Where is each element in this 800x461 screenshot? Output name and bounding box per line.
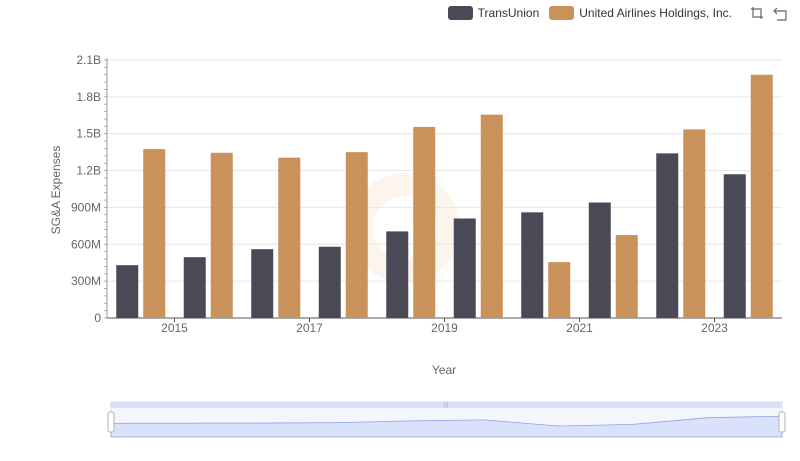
bar-united-2016[interactable] — [278, 157, 301, 318]
bar-united-2014[interactable] — [143, 149, 166, 318]
legend-swatch-transunion — [447, 6, 473, 20]
bar-united-2015[interactable] — [210, 152, 233, 318]
bar-transunion-2021[interactable] — [588, 202, 611, 318]
bar-transunion-2014[interactable] — [116, 265, 139, 318]
bar-united-2022[interactable] — [683, 129, 706, 318]
bar-united-2021[interactable] — [615, 235, 638, 318]
data-zoom-handle-left[interactable] — [107, 411, 115, 433]
y-tick-label: 0 — [94, 311, 101, 325]
bar-transunion-2016[interactable] — [251, 249, 274, 318]
y-tick-label: 600M — [71, 237, 101, 251]
x-tick-label: 2023 — [701, 321, 728, 335]
data-zoom-grip[interactable]: ||| — [444, 402, 449, 408]
x-tick-label: 2019 — [431, 321, 458, 335]
bar-united-2019[interactable] — [480, 114, 503, 319]
legend-label-united: United Airlines Holdings, Inc. — [579, 6, 732, 20]
y-tick-label: 2.1B — [76, 53, 101, 67]
legend-swatch-united — [549, 6, 575, 20]
grid — [107, 59, 782, 319]
restore-icon[interactable] — [772, 4, 790, 22]
bar-transunion-2022[interactable] — [656, 153, 679, 318]
data-zoom-handle-right[interactable] — [778, 411, 786, 433]
bar-united-2018[interactable] — [413, 126, 436, 318]
data-zoom-slider[interactable]: ||| — [107, 401, 786, 438]
bars — [116, 74, 773, 319]
bar-transunion-2020[interactable] — [521, 212, 544, 318]
legend-label-transunion: TransUnion — [477, 6, 540, 20]
y-tick-label: 1.8B — [76, 90, 101, 104]
legend-item-united[interactable]: United Airlines Holdings, Inc. — [549, 6, 732, 20]
axis-labels: 0 300M 600M 900M 1.2B 1.5B 1.8B 2.1B 2015 2017 201… — [71, 53, 728, 335]
legend-item-transunion[interactable]: TransUnion — [447, 6, 540, 20]
y-tick-label: 900M — [71, 200, 101, 214]
x-axis-label: Year — [432, 363, 456, 377]
legend: TransUnion United Airlines Holdings, Inc… — [447, 4, 790, 22]
bar-united-2017[interactable] — [345, 152, 368, 318]
x-tick-label: 2021 — [566, 321, 593, 335]
bar-transunion-2015[interactable] — [183, 257, 206, 318]
y-axis-label: SG&A Expenses — [49, 146, 63, 235]
y-tick-label: 300M — [71, 274, 101, 288]
bar-united-2020[interactable] — [548, 262, 571, 318]
x-tick-label: 2017 — [296, 321, 323, 335]
y-tick-label: 1.5B — [76, 127, 101, 141]
bar-transunion-2019[interactable] — [453, 218, 476, 318]
bar-transunion-2023[interactable] — [723, 174, 746, 318]
bar-united-2023[interactable] — [750, 74, 773, 318]
x-tick-label: 2015 — [161, 321, 188, 335]
bar-transunion-2017[interactable] — [318, 246, 341, 318]
bar-transunion-2018[interactable] — [386, 231, 409, 318]
data-zoom-preview — [110, 415, 783, 438]
zoom-icon[interactable] — [748, 4, 766, 22]
y-tick-label: 1.2B — [76, 164, 101, 178]
